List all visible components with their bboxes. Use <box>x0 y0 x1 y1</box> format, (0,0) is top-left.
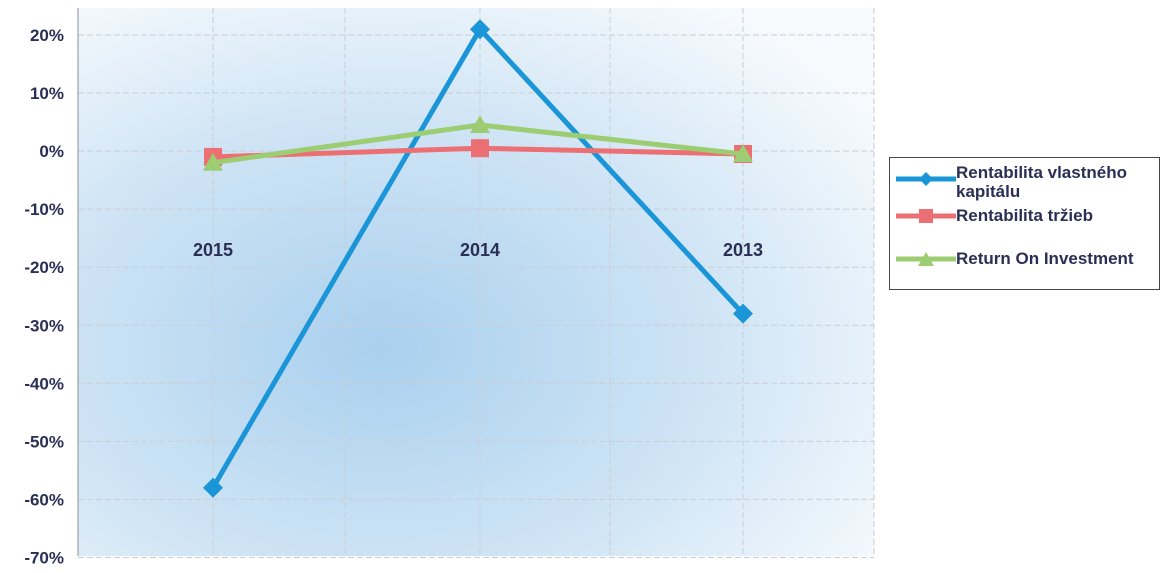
y-tick-label: -50% <box>24 432 64 451</box>
y-tick-label: -60% <box>24 490 64 509</box>
legend-label-roe: Rentabilita vlastného kapitálu <box>956 163 1127 201</box>
data-point-triangle <box>733 144 753 163</box>
legend-swatch-diamond-icon <box>896 172 956 186</box>
y-tick-label: 0% <box>39 142 64 161</box>
y-tick-label: 20% <box>30 26 64 45</box>
data-point-diamond <box>733 303 753 324</box>
legend: Rentabilita vlastného kapitálu Rentabili… <box>889 157 1160 290</box>
x-axis-categories: 2015 2014 2013 <box>193 240 763 260</box>
series-2 <box>203 114 753 171</box>
y-tick-label: 10% <box>30 84 64 103</box>
y-tick-label: -70% <box>24 548 64 567</box>
y-tick-label: -10% <box>24 200 64 219</box>
legend-swatch-triangle-icon <box>896 252 956 266</box>
legend-label-ros: Rentabilita tržieb <box>956 206 1093 225</box>
x-category-label: 2015 <box>193 240 233 260</box>
y-tick-label: -40% <box>24 374 64 393</box>
data-point-diamond <box>203 477 223 498</box>
y-axis-ticks: 20% 10% 0% -10% -20% -30% -40% -50% -60% -70% <box>24 26 64 567</box>
legend-swatch-square-icon <box>896 209 956 223</box>
x-category-label: 2014 <box>460 240 500 260</box>
series-0 <box>203 19 753 498</box>
x-category-label: 2013 <box>723 240 763 260</box>
data-point-diamond <box>470 19 490 40</box>
y-tick-label: -20% <box>24 258 64 277</box>
y-tick-label: -30% <box>24 316 64 335</box>
series-lines <box>203 19 753 498</box>
data-point-triangle <box>470 114 490 133</box>
data-point-square <box>471 139 489 158</box>
legend-label-roi: Return On Investment <box>956 249 1134 268</box>
data-point-triangle <box>203 152 223 171</box>
plot-area <box>78 8 874 556</box>
